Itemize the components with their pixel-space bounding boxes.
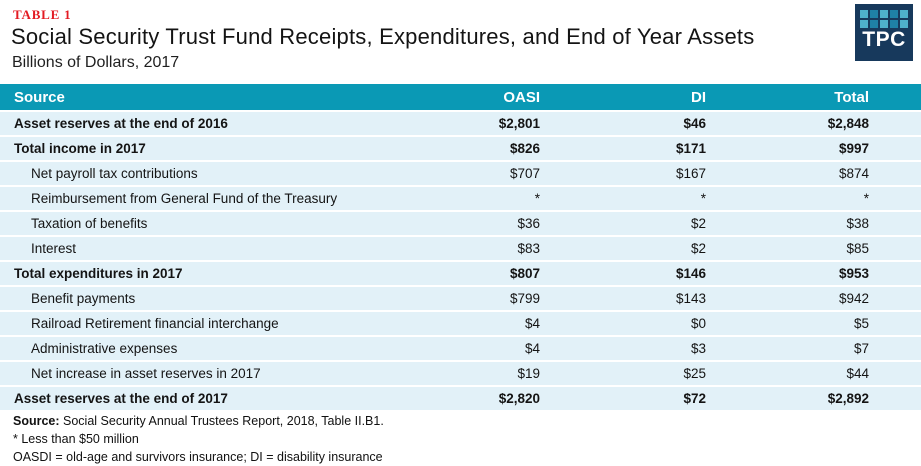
row-oasi-value: $799 bbox=[509, 291, 540, 306]
row-di-value: $0 bbox=[690, 316, 706, 331]
tpc-logo-text: TPC bbox=[862, 28, 906, 51]
table-row: Net increase in asset reserves in 2017 $… bbox=[0, 360, 921, 385]
row-oasi-value: $707 bbox=[509, 166, 540, 181]
logo-square-icon bbox=[870, 10, 878, 18]
row-label: Net increase in asset reserves in 2017 bbox=[31, 366, 261, 381]
row-label: Net payroll tax contributions bbox=[31, 166, 198, 181]
table-row: Asset reserves at the end of 2017 $2,820… bbox=[0, 385, 921, 410]
logo-square-icon bbox=[890, 20, 898, 28]
logo-square-icon bbox=[890, 10, 898, 18]
column-header-source: Source bbox=[14, 88, 65, 106]
row-label: Benefit payments bbox=[31, 291, 136, 306]
row-total-value: $38 bbox=[846, 216, 869, 231]
table-header-row: Source OASI DI Total bbox=[0, 84, 921, 110]
logo-square-icon bbox=[880, 20, 888, 28]
row-oasi-value: $83 bbox=[517, 241, 540, 256]
tpc-logo-grid-icon bbox=[860, 10, 908, 28]
page-subtitle: Billions of Dollars, 2017 bbox=[12, 54, 180, 71]
row-total-value: $7 bbox=[853, 341, 869, 356]
row-di-value: $2 bbox=[690, 241, 706, 256]
row-label: Asset reserves at the end of 2016 bbox=[14, 116, 228, 131]
row-oasi-value: $4 bbox=[524, 316, 540, 331]
row-oasi-value: $36 bbox=[517, 216, 540, 231]
row-di-value: $46 bbox=[683, 116, 706, 131]
table-row: Total income in 2017 $826 $171 $997 bbox=[0, 135, 921, 160]
row-di-value: $167 bbox=[675, 166, 706, 181]
table-row: Taxation of benefits $36 $2 $38 bbox=[0, 210, 921, 235]
table-row: Administrative expenses $4 $3 $7 bbox=[0, 335, 921, 360]
table-row: Asset reserves at the end of 2016 $2,801… bbox=[0, 110, 921, 135]
data-table: Source OASI DI Total Asset reserves at t… bbox=[0, 84, 921, 410]
row-total-value: $997 bbox=[838, 141, 869, 156]
row-total-value: $953 bbox=[838, 266, 869, 281]
row-oasi-value: $807 bbox=[509, 266, 540, 281]
column-header-oasi: OASI bbox=[503, 88, 540, 106]
tpc-logo: TPC bbox=[855, 4, 913, 61]
row-label: Reimbursement from General Fund of the T… bbox=[31, 191, 338, 206]
table-row: Net payroll tax contributions $707 $167 … bbox=[0, 160, 921, 185]
asterisk-note: * Less than $50 million bbox=[13, 432, 139, 446]
row-di-value: $2 bbox=[690, 216, 706, 231]
row-label: Asset reserves at the end of 2017 bbox=[14, 391, 228, 406]
row-di-value: $72 bbox=[683, 391, 706, 406]
table-row: Total expenditures in 2017 $807 $146 $95… bbox=[0, 260, 921, 285]
source-note-label: Source: bbox=[13, 414, 60, 428]
table-row: Benefit payments $799 $143 $942 bbox=[0, 285, 921, 310]
row-total-value: * bbox=[863, 191, 869, 206]
row-oasi-value: $4 bbox=[524, 341, 540, 356]
row-total-value: $2,892 bbox=[827, 391, 869, 406]
row-oasi-value: $19 bbox=[517, 366, 540, 381]
footnotes: Source: Social Security Annual Trustees … bbox=[13, 412, 384, 466]
table-row: Railroad Retirement financial interchang… bbox=[0, 310, 921, 335]
row-total-value: $874 bbox=[838, 166, 869, 181]
logo-square-icon bbox=[860, 20, 868, 28]
logo-square-icon bbox=[860, 10, 868, 18]
row-oasi-value: $2,820 bbox=[498, 391, 540, 406]
row-oasi-value: * bbox=[534, 191, 540, 206]
logo-square-icon bbox=[900, 10, 908, 18]
row-label: Total income in 2017 bbox=[14, 141, 146, 156]
source-note: Source: Social Security Annual Trustees … bbox=[13, 412, 384, 430]
row-di-value: * bbox=[700, 191, 706, 206]
row-oasi-value: $826 bbox=[509, 141, 540, 156]
logo-square-icon bbox=[870, 20, 878, 28]
column-header-di: DI bbox=[691, 88, 706, 106]
row-label: Railroad Retirement financial interchang… bbox=[31, 316, 279, 331]
row-di-value: $25 bbox=[683, 366, 706, 381]
row-di-value: $3 bbox=[690, 341, 706, 356]
row-di-value: $146 bbox=[675, 266, 706, 281]
row-total-value: $85 bbox=[846, 241, 869, 256]
row-label: Total expenditures in 2017 bbox=[14, 266, 183, 281]
column-header-total: Total bbox=[834, 88, 869, 106]
table-row: Reimbursement from General Fund of the T… bbox=[0, 185, 921, 210]
row-total-value: $2,848 bbox=[827, 116, 869, 131]
row-oasi-value: $2,801 bbox=[498, 116, 540, 131]
row-di-value: $143 bbox=[675, 291, 706, 306]
page-title: Social Security Trust Fund Receipts, Exp… bbox=[11, 24, 755, 49]
row-label: Taxation of benefits bbox=[31, 216, 148, 231]
row-total-value: $5 bbox=[853, 316, 869, 331]
abbreviation-note: OASDI = old-age and survivors insurance;… bbox=[13, 450, 383, 464]
row-label: Interest bbox=[31, 241, 77, 256]
logo-square-icon bbox=[880, 10, 888, 18]
table-body: Asset reserves at the end of 2016 $2,801… bbox=[0, 110, 921, 410]
row-label: Administrative expenses bbox=[31, 341, 178, 356]
table-number-label: TABLE 1 bbox=[13, 7, 72, 22]
logo-square-icon bbox=[900, 20, 908, 28]
row-total-value: $44 bbox=[846, 366, 869, 381]
table-row: Interest $83 $2 $85 bbox=[0, 235, 921, 260]
source-note-text: Social Security Annual Trustees Report, … bbox=[59, 414, 384, 428]
row-di-value: $171 bbox=[675, 141, 706, 156]
row-total-value: $942 bbox=[838, 291, 869, 306]
